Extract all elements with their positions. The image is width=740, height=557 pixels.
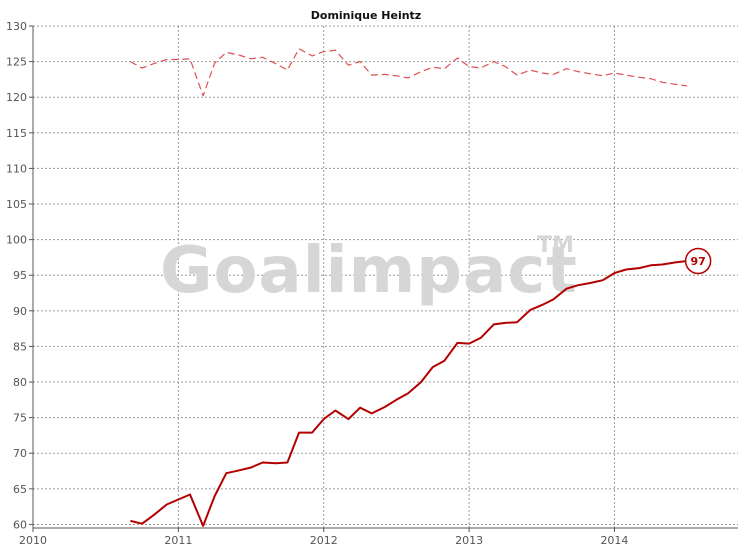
y-tick-label: 65 [13,483,27,496]
y-tick-label: 95 [13,269,27,282]
watermark: Goalimpact TM [160,233,578,308]
y-tick-label: 85 [13,340,27,353]
y-tick-label: 115 [6,127,27,140]
x-tick-label: 2010 [19,534,47,547]
grid [32,25,738,528]
y-tick-label: 75 [13,412,27,425]
y-tick-label: 70 [13,447,27,460]
y-tick-label: 120 [6,91,27,104]
watermark-trademark: TM [537,233,574,258]
series-line-dashed [130,48,688,97]
end-value-circle [684,247,712,275]
y-tick-label: 110 [6,162,27,175]
watermark-text: Goalimpact [160,234,578,308]
y-tick-label: 100 [6,234,27,247]
y-tick-label: 125 [6,56,27,69]
series-line-solid [130,260,688,527]
end-value-label: 97 [690,255,705,268]
y-tick-label: 90 [13,305,27,318]
x-tick-label: 2011 [164,534,192,547]
end-marker: 97 [684,247,712,275]
y-tick-label: 60 [13,518,27,531]
y-tick-label: 80 [13,376,27,389]
y-tick-label: 130 [6,20,27,33]
y-tick-label: 105 [6,198,27,211]
x-tick-label: 2012 [310,534,338,547]
x-tick-label: 2013 [455,534,483,547]
axes: 60 65 70 75 80 85 90 95 100 105 110 115 120 125 130 201… [6,20,738,547]
x-tick-label: 2014 [600,534,628,547]
chart-title: Dominique Heintz [311,9,421,22]
series [130,48,688,527]
